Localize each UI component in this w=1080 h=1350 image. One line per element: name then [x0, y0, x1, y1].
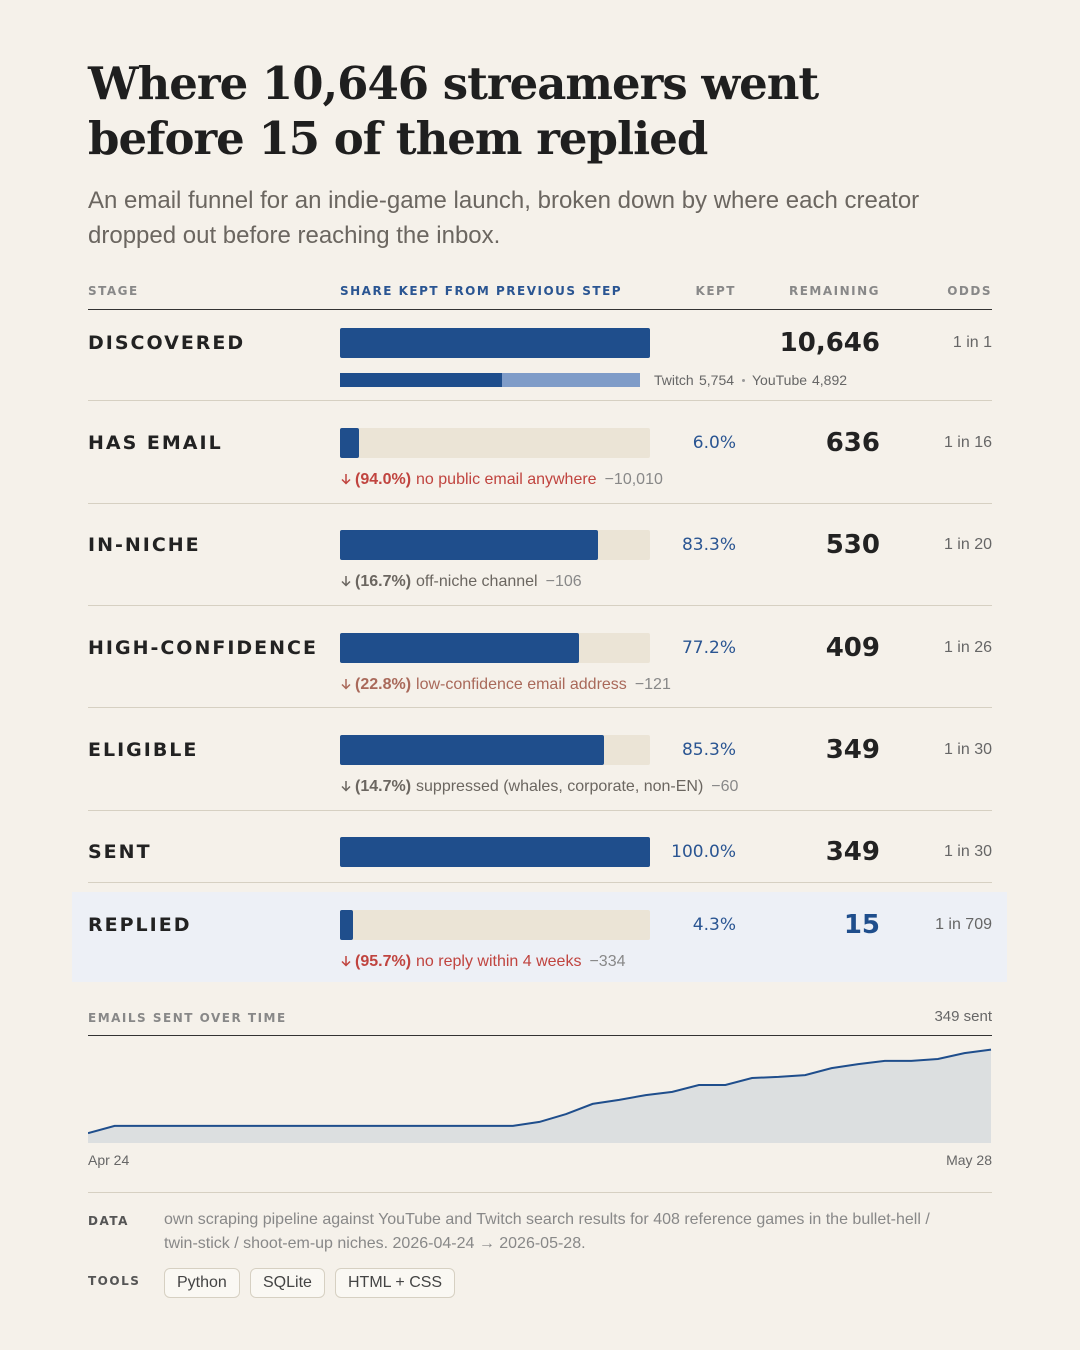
breakdown-bar — [502, 373, 640, 387]
breakdown-value: 4,892 — [812, 372, 848, 388]
chart-rule — [88, 1035, 992, 1036]
bar — [340, 910, 354, 940]
row-separator — [88, 810, 992, 811]
data-label: DATA — [88, 1214, 129, 1228]
drop-count: −334 — [589, 953, 626, 970]
bar-track — [340, 428, 650, 458]
tool-tag: SQLite — [250, 1268, 325, 1298]
drop-arrow — [341, 956, 351, 967]
chart — [88, 1048, 992, 1143]
stage-label: ELIGIBLE — [88, 739, 199, 761]
stage-label: REPLIED — [88, 914, 192, 936]
stage-label: HIGH-CONFIDENCE — [88, 637, 318, 659]
x-tick-label: Apr 24 — [88, 1152, 130, 1168]
drop-count: −121 — [634, 676, 671, 693]
drop-reason: suppressed (whales, corporate, non-EN) — [416, 778, 704, 795]
bar — [340, 735, 605, 765]
bar-track — [340, 910, 650, 940]
stage-label: SENT — [88, 841, 152, 863]
kept-value: 83.3% — [681, 535, 736, 555]
breakdown-bar — [340, 373, 503, 387]
remaining-value: 10,646 — [779, 328, 880, 358]
tool-tag: Python — [164, 1268, 240, 1298]
footer-rule — [88, 1192, 992, 1193]
data-text: own scraping pipeline against YouTube an… — [164, 1211, 930, 1252]
chart-total: 349 sent — [934, 1008, 992, 1025]
row-separator — [88, 400, 992, 401]
remaining-value: 15 — [843, 910, 880, 940]
drop-arrow — [341, 679, 351, 690]
drop-count: −10,010 — [604, 471, 663, 488]
drop-reason: low-confidence email address — [416, 676, 627, 693]
remaining-value: 530 — [825, 530, 880, 560]
tools-label: TOOLS — [88, 1274, 141, 1288]
bar — [340, 328, 650, 358]
remaining-value: 409 — [825, 633, 880, 663]
odds-value: 1 in 20 — [943, 536, 992, 553]
drop-arrow — [341, 781, 351, 792]
drop-note: (22.8%) low-confidence email address −121 — [340, 676, 671, 694]
drop-note: (95.7%) no reply within 4 weeks −334 — [340, 953, 626, 971]
row-separator — [88, 882, 992, 883]
odds-value: 1 in 709 — [935, 916, 992, 933]
drop-share: (94.0%) — [355, 471, 412, 488]
column-header: KEPT — [695, 284, 736, 298]
header-rule — [88, 309, 992, 310]
remaining-value: 636 — [825, 428, 880, 458]
stage-label: IN-NICHE — [88, 534, 201, 556]
bar — [340, 633, 580, 663]
row-separator — [88, 707, 992, 708]
column-header: STAGE — [88, 284, 139, 298]
odds-value: 1 in 26 — [943, 639, 992, 656]
line — [88, 1048, 992, 1135]
column-header: ODDS — [947, 284, 992, 298]
title: Where 10,646 streamers went before 15 of… — [88, 57, 819, 165]
column-header: SHARE KEPT FROM PREVIOUS STEP — [340, 284, 623, 298]
drop-reason: off-niche channel — [416, 573, 538, 590]
drop-arrow — [341, 576, 351, 587]
chart-title: EMAILS SENT OVER TIME — [88, 1011, 287, 1025]
remaining-value: 349 — [825, 735, 880, 765]
bar — [340, 428, 359, 458]
kept-value: 100.0% — [671, 842, 736, 862]
area — [88, 1049, 991, 1143]
drop-count: −106 — [545, 573, 582, 590]
separator-dot — [742, 379, 745, 382]
kept-value: 4.3% — [692, 915, 736, 935]
odds-value: 1 in 30 — [943, 843, 992, 860]
row-separator — [88, 605, 992, 606]
breakdown-name: YouTube — [752, 372, 808, 388]
drop-share: (22.8%) — [355, 676, 412, 693]
row-separator — [88, 503, 992, 504]
drop-share: (14.7%) — [355, 778, 412, 795]
column-header: REMAINING — [788, 284, 880, 298]
drop-note: (16.7%) off-niche channel −106 — [340, 573, 582, 591]
drop-share: (16.7%) — [355, 573, 412, 590]
drop-note: (94.0%) no public email anywhere −10,010 — [340, 471, 663, 489]
x-tick-label: May 28 — [946, 1152, 992, 1168]
breakdown-value: 5,754 — [699, 372, 735, 388]
subtitle: An email funnel for an indie-game launch… — [88, 187, 920, 249]
kept-value: 85.3% — [681, 740, 736, 760]
drop-note: (14.7%) suppressed (whales, corporate, no… — [340, 778, 738, 796]
stage-label: DISCOVERED — [88, 332, 246, 354]
drop-arrow — [341, 474, 351, 485]
breakdown-name: Twitch — [654, 372, 694, 388]
odds-value: 1 in 16 — [943, 434, 992, 451]
kept-value: 6.0% — [692, 433, 736, 453]
odds-value: 1 in 1 — [952, 334, 992, 351]
kept-value: 77.2% — [681, 638, 736, 658]
drop-count: −60 — [711, 778, 739, 795]
stage-label: HAS EMAIL — [88, 432, 223, 454]
drop-share: (95.7%) — [355, 953, 412, 970]
bar — [340, 837, 650, 867]
bar — [340, 530, 599, 560]
drop-reason: no public email anywhere — [416, 471, 597, 488]
remaining-value: 349 — [825, 837, 880, 867]
drop-reason: no reply within 4 weeks — [416, 953, 582, 970]
odds-value: 1 in 30 — [943, 741, 992, 758]
tool-tag: HTML + CSS — [335, 1268, 456, 1298]
